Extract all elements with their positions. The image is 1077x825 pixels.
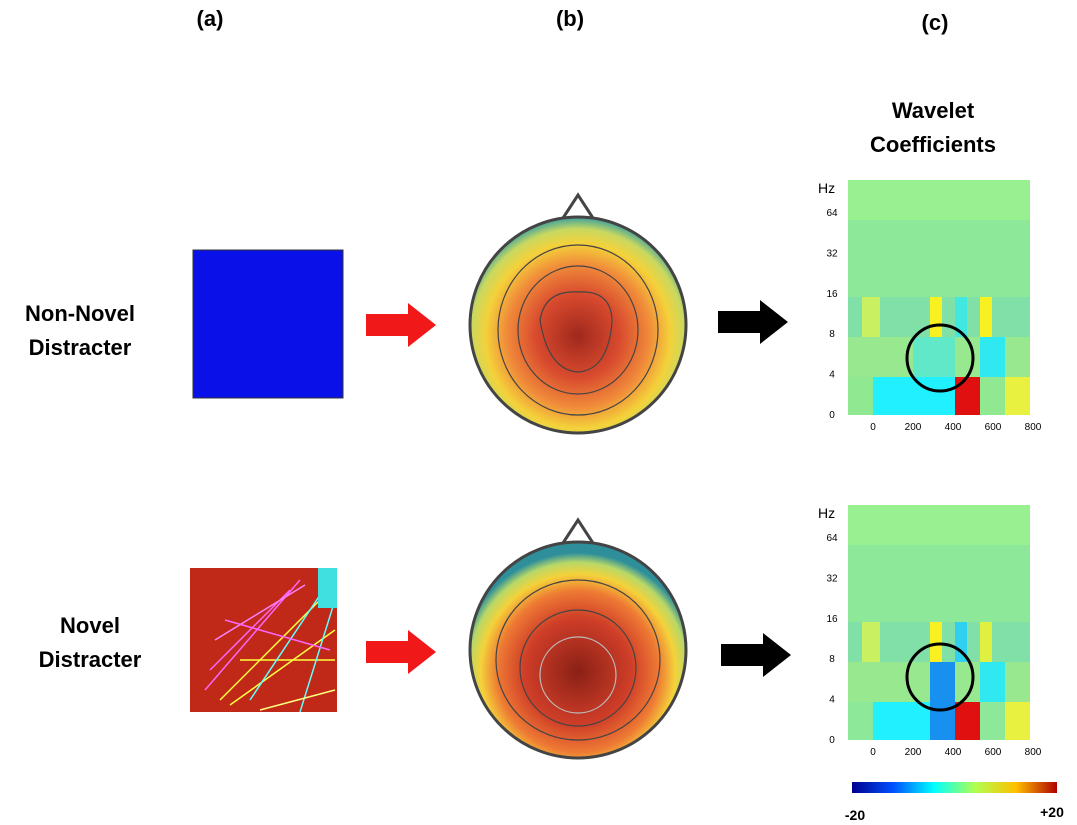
y-tick-label: 0 bbox=[829, 735, 835, 746]
x-tick-label: 200 bbox=[905, 747, 922, 758]
row-label: Novel bbox=[60, 613, 120, 638]
colorbar-label: +20 bbox=[1040, 804, 1064, 820]
y-tick-label: 4 bbox=[829, 370, 835, 381]
panel-label: (b) bbox=[556, 6, 584, 31]
head-map bbox=[468, 192, 688, 435]
y-tick-label: 16 bbox=[826, 289, 838, 300]
column-title: Coefficients bbox=[870, 132, 996, 157]
x-tick-label: 200 bbox=[905, 422, 922, 433]
y-tick-label: 32 bbox=[826, 573, 838, 584]
stimulus-novel bbox=[190, 568, 337, 713]
arrow bbox=[721, 633, 791, 677]
x-tick-label: 400 bbox=[945, 422, 962, 433]
y-axis-label: Hz bbox=[818, 180, 835, 196]
row-label: Distracter bbox=[29, 335, 132, 360]
y-tick-label: 8 bbox=[829, 654, 835, 665]
y-tick-label: 32 bbox=[826, 248, 838, 259]
head-map bbox=[468, 517, 688, 760]
panel-label: (a) bbox=[197, 6, 224, 31]
y-tick-label: 64 bbox=[826, 208, 838, 219]
y-tick-label: 64 bbox=[826, 533, 838, 544]
panel-label: (c) bbox=[922, 10, 949, 35]
y-tick-label: 8 bbox=[829, 329, 835, 340]
x-tick-label: 800 bbox=[1025, 422, 1042, 433]
column-title: Wavelet bbox=[892, 98, 975, 123]
colorbar-label: -20 bbox=[845, 807, 865, 823]
x-tick-label: 600 bbox=[985, 422, 1002, 433]
y-tick-label: 0 bbox=[829, 410, 835, 421]
y-axis-label: Hz bbox=[818, 505, 835, 521]
row-label: Distracter bbox=[39, 647, 142, 672]
stimulus-square bbox=[192, 249, 344, 399]
arrow bbox=[366, 630, 436, 674]
row-label: Non-Novel bbox=[25, 301, 135, 326]
x-tick-label: 400 bbox=[945, 747, 962, 758]
wavelet-heatmap bbox=[848, 505, 1030, 740]
y-tick-label: 4 bbox=[829, 695, 835, 706]
arrow bbox=[366, 303, 436, 347]
x-tick-label: 0 bbox=[870, 747, 876, 758]
x-tick-label: 600 bbox=[985, 747, 1002, 758]
colorbar bbox=[852, 782, 1057, 793]
x-tick-label: 0 bbox=[870, 422, 876, 433]
wavelet-heatmap bbox=[848, 180, 1030, 415]
y-tick-label: 16 bbox=[826, 614, 838, 625]
arrow bbox=[718, 300, 788, 344]
x-tick-label: 800 bbox=[1025, 747, 1042, 758]
